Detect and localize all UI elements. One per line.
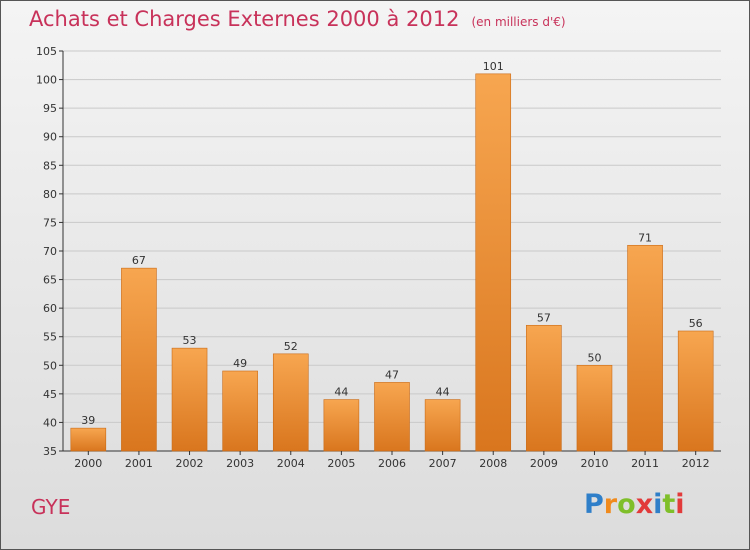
chart-title: Achats et Charges Externes 2000 à 2012 (e… [29,7,566,31]
logo-letter: P [584,489,604,520]
x-tick-label: 2005 [327,457,355,470]
x-tick-label: 2009 [530,457,558,470]
x-tick-label: 2006 [378,457,406,470]
bar-value-label: 50 [587,351,601,364]
bar [475,73,512,452]
y-tick-label: 100 [36,74,57,87]
y-tick-label: 85 [43,159,57,172]
bar-value-label: 44 [334,386,348,399]
logo-letter: i [653,489,663,520]
bar-value-label: 47 [385,368,399,381]
y-tick-label: 55 [43,331,57,344]
logo-letter: x [635,489,654,520]
y-tick-label: 50 [43,359,57,372]
x-tick-label: 2012 [682,457,710,470]
logo-letter: t [662,489,676,520]
bar [576,364,613,452]
title-main: Achats et Charges Externes 2000 à 2012 [29,7,460,31]
y-tick-label: 90 [43,131,57,144]
bar-value-label: 57 [537,311,551,324]
logo-letter: i [675,489,685,520]
bar [171,347,208,452]
x-tick-label: 2003 [226,457,254,470]
y-tick-label: 40 [43,416,57,429]
x-tick-label: 2008 [479,457,507,470]
x-tick-label: 2000 [74,457,102,470]
y-tick-label: 35 [43,445,57,458]
y-tick-label: 45 [43,388,57,401]
bar [677,330,714,452]
place-label: GYE [31,495,71,519]
bar [627,244,663,452]
x-tick-label: 2002 [176,457,204,470]
y-tick-label: 70 [43,245,57,258]
bar-value-label: 39 [81,414,95,427]
bar-value-label: 101 [483,60,504,73]
y-tick-label: 95 [43,102,57,115]
bar [222,370,258,452]
bar-value-label: 44 [436,386,450,399]
y-tick-label: 105 [36,45,57,58]
bar [272,353,309,452]
y-tick-label: 65 [43,274,57,287]
x-tick-label: 2001 [125,457,153,470]
bar-value-label: 49 [233,357,247,370]
y-tick-label: 75 [43,216,57,229]
x-tick-label: 2007 [429,457,457,470]
bar-value-label: 53 [183,334,197,347]
x-tick-label: 2010 [580,457,608,470]
bar-value-label: 71 [638,231,652,244]
logo-letter: r [603,489,618,520]
bar [121,267,157,452]
bar [526,324,562,452]
bar-value-label: 52 [284,340,298,353]
x-tick-label: 2004 [277,457,305,470]
title-unit: (en milliers d'€) [471,15,566,29]
y-tick-label: 60 [43,302,57,315]
bar-value-label: 67 [132,254,146,267]
bar [70,427,107,452]
bar [323,399,360,452]
y-tick-label: 80 [43,188,57,201]
bar [374,382,410,452]
x-tick-label: 2011 [631,457,659,470]
bar [424,399,461,452]
logo-letter: o [617,489,636,520]
proxiti-logo: Proxiti [584,489,685,520]
bar-value-label: 56 [689,317,703,330]
